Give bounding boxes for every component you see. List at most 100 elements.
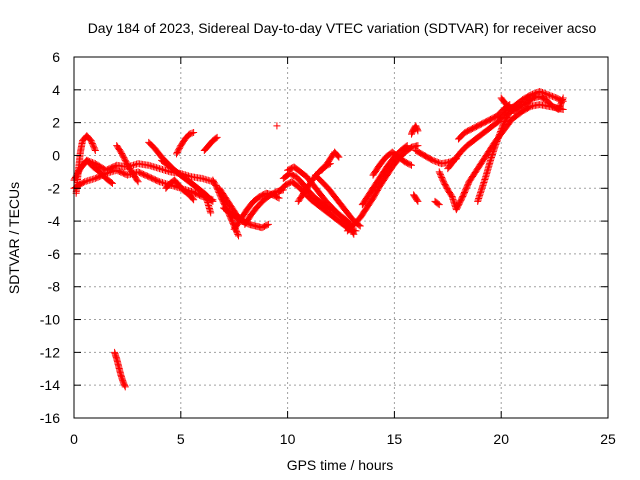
data-point [356,222,364,230]
data-point [134,178,142,186]
data-point [234,230,242,238]
x-tick-label: 20 [493,431,509,447]
plot-frame [73,56,609,419]
y-tick-label: -12 [40,344,60,360]
y-tick-label: 2 [52,115,60,131]
data-point [547,92,555,100]
x-tick-label: 10 [280,431,296,447]
data-point [492,140,500,148]
data-point [498,123,506,131]
data-point [496,130,504,138]
data-point [108,179,116,187]
data-point [187,130,195,138]
data-point [349,229,357,237]
data-point [263,221,271,229]
data-point [543,90,551,98]
data-point [558,97,566,105]
x-tick-label: 15 [387,431,403,447]
y-tick-label: 0 [52,147,60,163]
data-point [433,158,441,166]
data-point [335,153,343,161]
x-tick-label: 0 [70,431,78,447]
data-point [493,136,501,144]
data-point [544,91,552,99]
data-point [559,94,567,102]
data-point [492,139,500,147]
data-point [121,383,129,391]
y-tick-label: -6 [48,246,61,262]
data-point [491,143,499,151]
data-point [91,145,99,153]
data-point [555,106,563,114]
data-point [491,142,499,150]
data-point [407,161,415,169]
data-point [435,201,443,209]
data-point [495,132,503,140]
data-point [546,91,554,99]
y-tick-label: -14 [40,377,60,393]
data-point [402,142,410,150]
data-point [355,221,363,229]
data-point [556,101,564,109]
data-point [121,382,129,390]
data-point [555,104,563,112]
data-point [190,196,198,204]
data-point [413,126,421,134]
data-point [91,147,99,155]
data-point [207,209,215,217]
data-point [209,197,217,205]
y-axis-label: SDTVAR / TECUs [6,182,22,294]
data-point [550,93,558,101]
y-tick-label: -4 [48,213,61,229]
chart-title: Day 184 of 2023, Sidereal Day-to-day VTE… [88,20,597,36]
y-tick-label: 4 [52,82,60,98]
data-point [154,177,162,185]
data-point [559,95,567,103]
data-point [495,133,503,141]
data-point [334,152,342,160]
data-point [414,197,422,205]
data-point [79,179,87,187]
grid-lines [74,57,608,418]
data-point [213,133,221,141]
data-point [403,142,411,150]
x-tick-label: 5 [177,431,185,447]
data-point [494,135,502,143]
data-point [350,230,358,238]
data-point [434,200,442,208]
data-point [185,130,193,138]
x-tick-label: 25 [600,431,616,447]
data-point [430,157,438,165]
data-point [414,127,422,135]
data-point [208,196,216,204]
data-point [432,157,440,165]
data-point [557,100,565,108]
data-point [234,232,242,240]
data-point [498,125,506,133]
data-point [414,142,422,150]
y-tick-label: -10 [40,312,60,328]
y-tick-label: 6 [52,49,60,65]
data-point [212,134,220,142]
data-points [70,87,567,391]
y-tick-label: -16 [40,410,60,426]
data-point [558,98,566,106]
data-point [541,90,549,98]
data-point [429,156,437,164]
data-point [530,90,538,98]
data-point [435,159,443,167]
data-point [556,103,564,111]
data-point [264,220,272,228]
data-point [190,128,198,136]
data-point [107,179,115,187]
data-point [406,161,414,169]
data-point [133,176,141,184]
data-point [548,92,556,100]
data-point [188,129,196,137]
data-point [497,126,505,134]
axis-ticks: 0 5 10 15 20 25 -16 -14 -12 -10 -8 -6 -4 -2 0 2 4 6 [40,49,616,447]
data-point [493,138,501,146]
data-point [273,122,281,130]
